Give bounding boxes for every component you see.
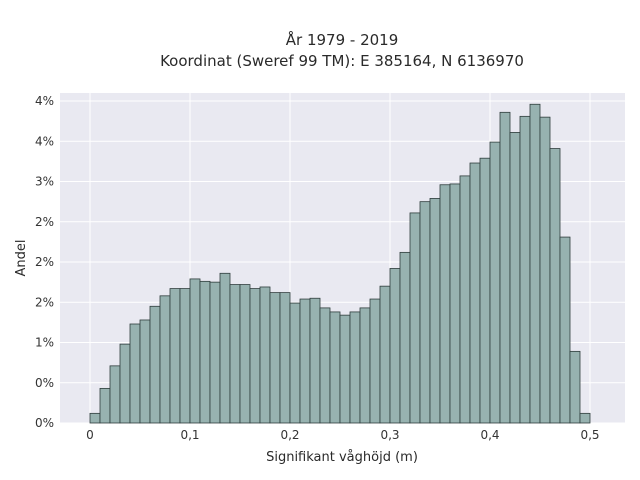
- chart-title-line-2: Koordinat (Sweref 99 TM): E 385164, N 61…: [160, 52, 524, 70]
- histogram-bar: [309, 297, 321, 424]
- histogram-bar: [439, 184, 451, 424]
- histogram-bars: [89, 103, 591, 424]
- histogram-bar: [369, 298, 381, 424]
- histogram-bar: [429, 198, 441, 424]
- histogram-bar: [229, 284, 241, 424]
- histogram-bar: [129, 323, 141, 424]
- histogram-bar: [299, 298, 311, 424]
- histogram-bar: [379, 285, 391, 424]
- histogram-bar: [289, 302, 301, 424]
- histogram-bar: [149, 305, 161, 424]
- y-tick-label: 2%: [35, 295, 54, 309]
- histogram-bar: [189, 278, 201, 424]
- histogram-bar: [549, 148, 561, 424]
- histogram-bar: [519, 115, 531, 424]
- y-tick-label: 3%: [35, 175, 54, 189]
- histogram-bar: [139, 319, 151, 424]
- y-tick-label: 4%: [35, 94, 54, 108]
- histogram-bar: [409, 212, 421, 424]
- histogram-bar: [499, 111, 511, 424]
- histogram-bar: [109, 365, 121, 424]
- y-tick-label: 0%: [35, 376, 54, 390]
- y-tick-label: 4%: [35, 134, 54, 148]
- histogram-bar: [159, 295, 171, 424]
- histogram-bar: [529, 103, 541, 424]
- histogram-bar: [579, 412, 591, 424]
- histogram-bar: [389, 268, 401, 424]
- histogram-bar: [539, 116, 551, 424]
- histogram-bar: [89, 412, 101, 424]
- histogram-bar: [99, 387, 111, 424]
- y-tick-label: 2%: [35, 255, 54, 269]
- histogram-bar: [119, 343, 131, 424]
- histogram-bar: [259, 286, 271, 424]
- x-tick-label: 0,1: [180, 428, 199, 442]
- histogram-bar: [359, 307, 371, 424]
- histogram-bar: [349, 311, 361, 424]
- histogram-bar: [209, 281, 221, 424]
- histogram-bar: [169, 288, 181, 424]
- histogram-bar: [489, 141, 501, 424]
- histogram-bar: [559, 236, 571, 424]
- y-tick-label: 0%: [35, 416, 54, 430]
- x-tick-label: 0,5: [580, 428, 599, 442]
- x-tick-label: 0,4: [480, 428, 499, 442]
- histogram-bar: [239, 284, 251, 424]
- histogram-bar: [269, 292, 281, 424]
- histogram-bar: [319, 307, 331, 424]
- histogram-bar: [569, 350, 581, 424]
- y-tick-label: 2%: [35, 215, 54, 229]
- histogram-bar: [469, 162, 481, 424]
- histogram-bar: [419, 201, 431, 424]
- histogram-bar: [199, 280, 211, 424]
- y-axis-label: Andel: [14, 240, 29, 277]
- y-tick-label: 1%: [35, 336, 54, 350]
- histogram-bar: [279, 292, 291, 424]
- x-axis-label: Signifikant våghöjd (m): [266, 450, 418, 465]
- histogram-bar: [329, 311, 341, 424]
- chart-title-line-1: År 1979 - 2019: [286, 30, 399, 49]
- histogram-bar: [479, 157, 491, 424]
- histogram-bar: [219, 272, 231, 424]
- histogram-bar: [249, 288, 261, 424]
- histogram-bar: [339, 314, 351, 424]
- histogram-bar: [449, 183, 461, 424]
- x-tick-label: 0,3: [380, 428, 399, 442]
- histogram-bar: [399, 251, 411, 424]
- histogram-bar: [459, 175, 471, 424]
- histogram-bar: [509, 132, 521, 424]
- histogram-bar: [179, 288, 191, 424]
- axis-ticks: 0 0,1 0,2 0,3 0,4 0,5 0% 0% 1% 2% 2% 2% 3% 4% 4%: [35, 94, 600, 442]
- x-tick-label: 0: [86, 428, 94, 442]
- x-tick-label: 0,2: [280, 428, 299, 442]
